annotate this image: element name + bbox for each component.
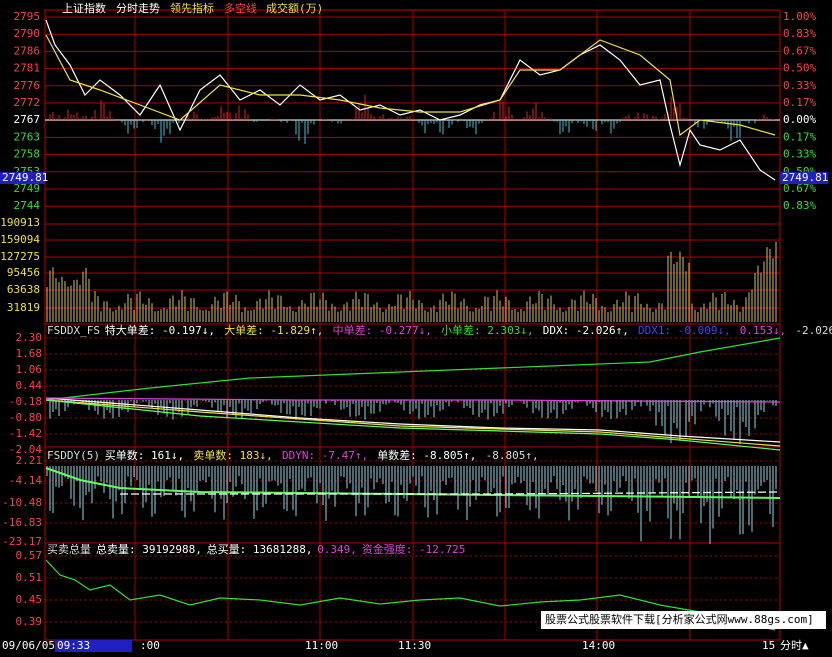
watermark: 股票公式股票软件下载[分析家公式网www.88gs.com] — [545, 612, 814, 626]
label: 63638 — [7, 283, 40, 296]
label: 0.00% — [783, 113, 816, 126]
label: 0.57 — [16, 549, 43, 562]
ddx-yellow — [45, 399, 781, 447]
label: 15 — [762, 639, 775, 652]
label: 2749.81 — [782, 171, 828, 184]
label: 总买量: 13681288, — [207, 542, 313, 556]
label: 0.67% — [783, 44, 816, 57]
label: 0.83% — [783, 27, 816, 40]
label: -2.026↑ — [795, 324, 832, 337]
label: 0.39 — [16, 615, 43, 628]
leading-line — [45, 34, 776, 137]
label: 成交额(万) — [266, 1, 323, 15]
label: 2772 — [14, 96, 41, 109]
label: 159094 — [0, 233, 40, 246]
label: -0.80 — [9, 411, 42, 424]
label: 特大单差: -0.197↓, — [105, 323, 215, 337]
label: 95456 — [7, 266, 40, 279]
label: 1.00% — [783, 10, 816, 23]
ddx-green — [45, 337, 781, 401]
label: 2749.81 — [2, 171, 48, 184]
current-box — [780, 172, 828, 184]
label: 2763 — [14, 130, 41, 143]
label: 0.153↓, — [740, 324, 786, 337]
label: -10.48 — [2, 496, 42, 509]
label: -0.18 — [9, 395, 42, 408]
label: -23.17 — [2, 535, 42, 548]
label: 中单差: -0.277↓, — [333, 323, 432, 337]
label: 0.349, — [317, 543, 357, 556]
ddy-green — [45, 467, 781, 499]
label: 小单差: 2.303↓, — [441, 323, 534, 337]
index-line — [45, 19, 776, 181]
label: -2.04 — [9, 443, 42, 456]
ddy-white — [120, 491, 781, 495]
label: 2790 — [14, 27, 41, 40]
label: DDX1: -0.009↓, — [638, 324, 731, 337]
label: 1.68 — [16, 347, 43, 360]
label: 0.17% — [783, 96, 816, 109]
label: 0.83% — [783, 199, 816, 212]
label: 2758 — [14, 148, 41, 161]
label: 2786 — [14, 44, 41, 57]
label: 领先指标 — [170, 1, 214, 15]
label: 上证指数 — [62, 1, 106, 15]
label: 2.21 — [16, 454, 43, 467]
label: 0.51 — [16, 571, 43, 584]
label: -1.42 — [9, 427, 42, 440]
label: FSDDX_FS — [47, 324, 100, 337]
label: 11:30 — [398, 639, 431, 652]
label: 0.45 — [16, 593, 43, 606]
label: 31819 — [7, 301, 40, 314]
label: 分时走势 — [116, 2, 160, 15]
total-line — [45, 559, 776, 631]
label: 2795 — [14, 10, 41, 23]
label: 2744 — [14, 199, 41, 212]
current-box — [0, 172, 45, 184]
label: 分时▲ — [780, 639, 809, 652]
plots — [45, 19, 781, 631]
label: 买单数: 161↓, — [105, 449, 184, 462]
watermark-box — [541, 611, 826, 629]
label: 2776 — [14, 79, 41, 92]
label: 2781 — [14, 62, 41, 75]
label: -16.83 — [2, 516, 42, 529]
label: 资金强度: -12.725 — [362, 542, 466, 556]
label: 单数差: -8.805↑, — [377, 448, 476, 462]
ddx-lime — [45, 399, 781, 451]
label: 0.33% — [783, 148, 816, 161]
label: 1.06 — [16, 363, 43, 376]
label: 总卖量: 39192988, — [96, 542, 202, 556]
label: 09/06/05 — [2, 639, 55, 652]
label: DDX: -2.026↑, — [543, 324, 629, 337]
label: :00 — [140, 639, 160, 652]
label: 卖单数: 183↓, — [193, 449, 272, 462]
cursor-box — [55, 640, 132, 652]
label: 14:00 — [582, 639, 615, 652]
label: 0.67% — [783, 182, 816, 195]
ddx-magenta — [45, 397, 781, 403]
label: 0.33% — [783, 79, 816, 92]
label: 0.17% — [783, 130, 816, 143]
label: 11:00 — [305, 639, 338, 652]
label: 190913 — [0, 216, 40, 229]
ddx-white — [45, 397, 781, 443]
label: 127275 — [0, 250, 40, 263]
label: 0.44 — [16, 379, 43, 392]
label: 2.30 — [16, 331, 43, 344]
label: 09:33 — [57, 639, 90, 652]
label: -8.805↑, — [486, 449, 539, 462]
label: 买卖总量 — [47, 542, 91, 556]
label: 2767 — [14, 113, 41, 126]
label: 2749 — [14, 182, 41, 195]
label: 大单差: -1.829↑, — [224, 323, 323, 337]
label: 多空线 — [224, 1, 257, 15]
label: DDYN: -7.47↑, — [282, 449, 368, 462]
label: FSDDY(5) — [47, 449, 100, 462]
label: -4.14 — [9, 474, 42, 487]
label: 0.50% — [783, 62, 816, 75]
